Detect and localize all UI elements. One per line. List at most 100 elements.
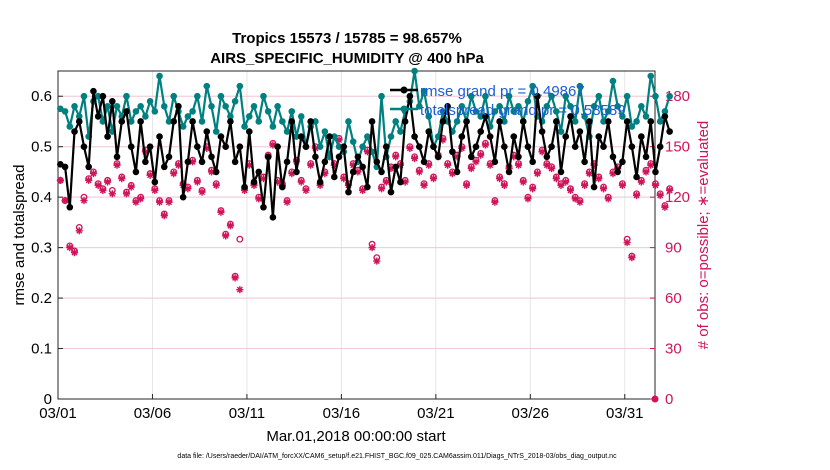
obs-evaluated-point — [236, 286, 244, 294]
rmse-point — [90, 87, 97, 95]
obs-possible-point — [160, 210, 168, 218]
obs-possible-point — [378, 183, 385, 191]
rmse-point — [217, 133, 225, 140]
rmse-point — [198, 158, 206, 166]
totalspread-point — [567, 103, 574, 110]
obs-evaluated-point — [198, 188, 206, 196]
obs-possible-point — [137, 193, 145, 201]
obs-evaluated-point — [316, 181, 324, 189]
rmse-point — [467, 153, 475, 161]
totalspread-point — [458, 103, 466, 110]
obs-evaluated-point — [56, 176, 64, 184]
rmse-point — [326, 133, 333, 140]
obs-evaluated-point — [349, 161, 357, 169]
obs-possible-point — [628, 252, 636, 260]
obs-possible-point — [80, 193, 88, 201]
obs-possible-point — [430, 173, 437, 181]
rmse-point — [548, 143, 555, 150]
obs-evaluated-point — [66, 244, 74, 252]
rmse-point — [335, 153, 343, 161]
totalspread-point — [557, 128, 565, 135]
totalspread-point — [132, 108, 140, 115]
obs-evaluated-point — [250, 181, 258, 189]
rmse-point — [99, 92, 107, 100]
obs-evaluated-point — [99, 186, 107, 195]
rmse-point — [576, 128, 584, 135]
obs-evaluated-point — [189, 158, 197, 166]
totalspread-point — [581, 113, 588, 120]
obs-evaluated-point — [193, 178, 201, 186]
rmse-point — [656, 143, 664, 150]
obs-possible-point — [420, 180, 428, 188]
obs-evaluated-point — [122, 190, 131, 198]
totalspread-point — [194, 92, 201, 100]
obs-evaluated-point — [486, 161, 494, 169]
rmse-point — [491, 158, 499, 166]
totalspread-point — [198, 118, 206, 125]
totalspread-point — [241, 123, 248, 130]
totalspread-point — [94, 92, 102, 100]
rmse-point — [340, 143, 348, 150]
obs-possible-point — [656, 190, 664, 198]
obs-evaluated-point — [448, 170, 456, 178]
totalspread-point — [411, 67, 418, 75]
totalspread-point — [288, 108, 296, 115]
obs-possible-point — [652, 180, 659, 188]
totalspread-point — [61, 108, 69, 115]
obs-evaluated-point — [453, 153, 461, 161]
obs-evaluated-point — [240, 186, 249, 195]
rmse-point — [104, 133, 111, 140]
totalspread-point — [264, 108, 272, 115]
x-tick-label: 03/16 — [323, 405, 361, 422]
y-axis-label: rmse and totalspread — [11, 165, 28, 306]
x-tick-label: 03/06 — [134, 405, 172, 422]
obs-evaluated-point — [547, 164, 556, 173]
obs-possible-point — [444, 160, 452, 167]
rmse-point — [151, 178, 159, 186]
totalspread-point — [524, 97, 532, 105]
totalspread-point — [208, 103, 215, 110]
obs-evaluated-point — [533, 170, 541, 178]
data-file-footer: data file: /Users/raeder/DAI/ATM_forcXX/… — [177, 453, 617, 460]
obs-evaluated-point — [472, 158, 480, 166]
y-axis-left: 0 0.1 0.2 0.3 0.4 0.5 0.6 — [31, 88, 63, 408]
obs-evaluated-point — [151, 186, 159, 195]
rmse-point — [463, 118, 470, 125]
obs-possible-point — [600, 183, 607, 191]
obs-evaluated-point — [396, 161, 405, 169]
obs-possible-point — [543, 160, 551, 167]
totalspread-point — [142, 113, 149, 120]
obs-evaluated-point — [562, 178, 570, 186]
obs-possible-point — [283, 197, 291, 204]
obs-evaluated-point — [146, 171, 154, 179]
obs-evaluated-point — [651, 181, 660, 189]
obs-evaluated-point — [330, 161, 338, 169]
rmse-point — [567, 113, 574, 120]
rmse-point — [302, 143, 310, 150]
rmse-point — [529, 158, 536, 166]
obs-evaluated-point — [212, 181, 220, 189]
totalspread-point — [656, 118, 664, 125]
rmse-point — [562, 133, 570, 140]
totalspread-point — [609, 77, 617, 85]
totalspread-point — [378, 92, 385, 100]
obs-possible-point — [666, 185, 674, 193]
obs-evaluated-point — [222, 232, 230, 240]
x-tick-label: 03/31 — [606, 405, 644, 422]
rmse-point — [581, 158, 588, 166]
obs-possible-point — [623, 235, 631, 243]
rmse-point — [614, 168, 621, 176]
obs-possible-point — [170, 168, 178, 176]
obs-possible-point — [477, 149, 485, 157]
obs-possible-point — [642, 166, 650, 174]
obs-possible-point — [297, 176, 305, 184]
totalspread-point — [227, 113, 234, 120]
rmse-point — [288, 118, 296, 125]
rmse-point — [175, 103, 182, 110]
totalspread-point — [123, 92, 130, 100]
rmse-point — [661, 113, 669, 120]
obs-possible-point — [581, 180, 589, 188]
obs-evaluated-series — [56, 136, 674, 294]
totalspread-point — [245, 113, 253, 120]
rmse-point — [61, 163, 69, 171]
